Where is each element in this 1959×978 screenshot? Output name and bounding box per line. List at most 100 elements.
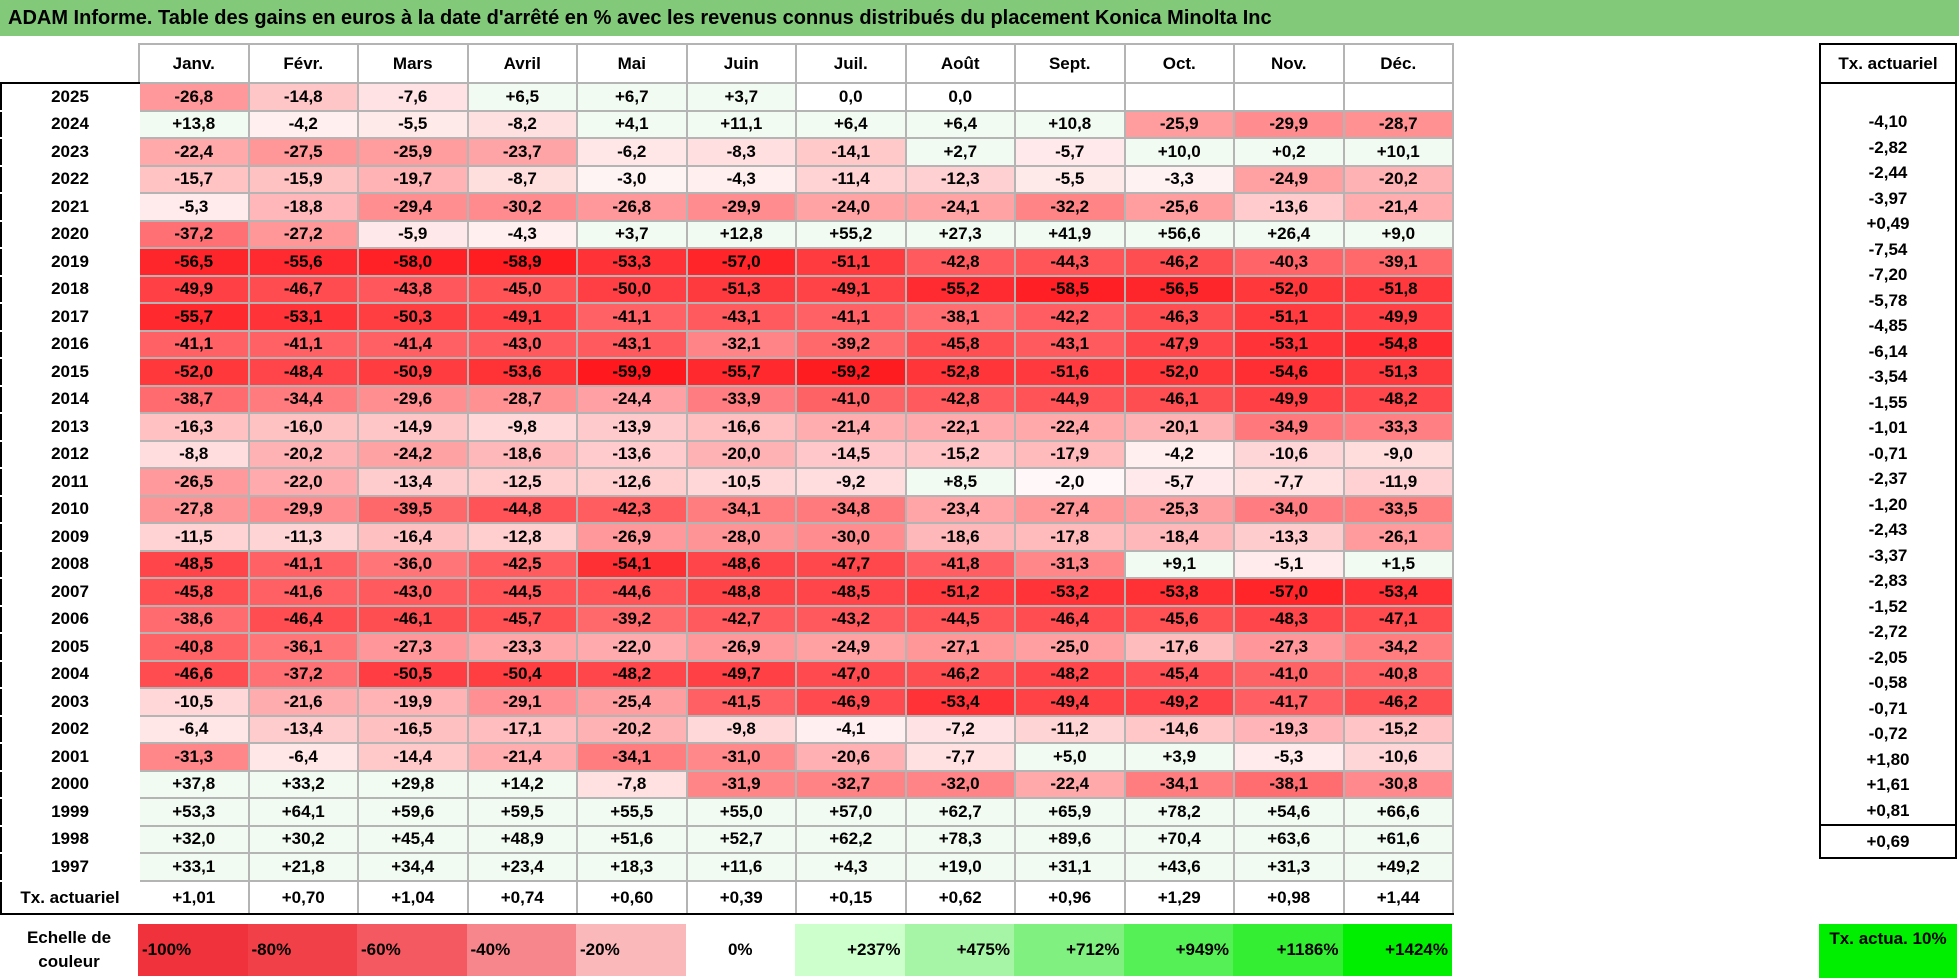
value-cell: +49,2 <box>1342 852 1454 882</box>
value-cell: -21,4 <box>1342 192 1454 222</box>
value-cell: -49,9 <box>1233 384 1345 414</box>
value-cell: -27,3 <box>357 632 469 662</box>
value-cell: -44,9 <box>1014 384 1126 414</box>
value-cell: -16,3 <box>138 412 250 442</box>
month-header: Nov. <box>1233 43 1345 84</box>
value-cell: -57,0 <box>1233 577 1345 607</box>
value-cell: -53,1 <box>247 302 359 332</box>
value-cell: -49,9 <box>138 274 250 304</box>
value-cell: -33,5 <box>1342 494 1454 524</box>
value-cell: -46,6 <box>138 659 250 689</box>
value-cell: -46,9 <box>795 687 907 717</box>
header-corner <box>1 44 139 84</box>
value-cell: -24,9 <box>1233 164 1345 194</box>
value-cell: -8,7 <box>466 164 578 194</box>
value-cell: -8,8 <box>138 439 250 469</box>
value-cell: -4,2 <box>247 109 359 139</box>
year-row: 2000 +37,8 +33,2 +29,8 +14,2 -7,8 -31,9 -32,7 -3… <box>0 769 1454 799</box>
value-cell: -46,2 <box>904 659 1016 689</box>
value-cell: -43,0 <box>357 577 469 607</box>
year-label: 2025 <box>0 82 140 112</box>
value-cell: -30,2 <box>466 192 578 222</box>
year-label: 1999 <box>0 797 140 827</box>
value-cell: +64,1 <box>247 797 359 827</box>
month-header: Août <box>904 43 1016 84</box>
value-cell: -44,5 <box>904 604 1016 634</box>
value-cell: +55,0 <box>685 797 797 827</box>
value-cell: -44,3 <box>1014 247 1126 277</box>
value-cell: -56,5 <box>138 247 250 277</box>
value-cell: -37,2 <box>247 659 359 689</box>
value-cell: -56,5 <box>1123 274 1235 304</box>
value-cell: -38,1 <box>1233 769 1345 799</box>
value-cell: -54,1 <box>576 549 688 579</box>
year-row: 2006 -38,6 -46,4 -46,1 -45,7 -39,2 -42,7 -43,2-… <box>0 604 1454 634</box>
value-cell: 0,0 <box>795 82 907 112</box>
value-cell: -29,1 <box>466 687 578 717</box>
value-cell: -25,9 <box>357 137 469 167</box>
value-cell: +26,4 <box>1233 219 1345 249</box>
tx-value-cell: +1,80 <box>1819 747 1957 773</box>
value-cell: +51,6 <box>576 824 688 854</box>
value-cell: -53,4 <box>904 687 1016 717</box>
value-cell: -25,4 <box>576 687 688 717</box>
tx-value-cell: -5,78 <box>1819 288 1957 314</box>
value-cell: +52,7 <box>685 824 797 854</box>
value-cell: -2,0 <box>1014 467 1126 497</box>
tx-header: Tx. actuariel <box>1819 43 1957 84</box>
value-cell: -40,8 <box>138 632 250 662</box>
value-cell: +31,1 <box>1014 852 1126 882</box>
value-cell: +18,3 <box>576 852 688 882</box>
value-cell: -42,8 <box>904 384 1016 414</box>
value-cell: -25,9 <box>1123 109 1235 139</box>
month-header: Févr. <box>247 43 359 84</box>
legend-swatch: -60% <box>357 924 467 976</box>
value-cell: -36,1 <box>247 632 359 662</box>
value-cell: -39,1 <box>1342 247 1454 277</box>
value-cell: -29,9 <box>247 494 359 524</box>
tx-value-cell <box>1819 83 1957 110</box>
value-cell: -39,5 <box>357 494 469 524</box>
value-cell: -24,2 <box>357 439 469 469</box>
year-row: 2024 +13,8 -4,2 -5,5 -8,2 +4,1 +11,1 +6,4 +6,4 +1… <box>0 109 1454 139</box>
value-cell: +6,7 <box>576 82 688 112</box>
year-label: 2022 <box>0 164 140 194</box>
value-cell: -14,8 <box>247 82 359 112</box>
value-cell: -48,2 <box>576 659 688 689</box>
value-cell: -22,0 <box>247 467 359 497</box>
value-cell: -16,0 <box>247 412 359 442</box>
value-cell: +6,5 <box>466 82 578 112</box>
value-cell: +0,2 <box>1233 137 1345 167</box>
value-cell: -32,2 <box>1014 192 1126 222</box>
value-cell: -22,0 <box>576 632 688 662</box>
value-cell: -38,7 <box>138 384 250 414</box>
year-label: 2019 <box>0 247 140 277</box>
value-cell: +9,1 <box>1123 549 1235 579</box>
value-cell: +34,4 <box>357 852 469 882</box>
year-label: 2017 <box>0 302 140 332</box>
value-cell: -54,6 <box>1233 357 1345 387</box>
month-header: Mars <box>357 43 469 84</box>
value-cell: -53,1 <box>1233 329 1345 359</box>
value-cell: -43,0 <box>466 329 578 359</box>
value-cell: -49,7 <box>685 659 797 689</box>
value-cell: -59,2 <box>795 357 907 387</box>
legend-swatch: -40% <box>466 924 576 976</box>
value-cell: +63,6 <box>1233 824 1345 854</box>
value-cell: -25,6 <box>1123 192 1235 222</box>
value-cell: -45,0 <box>466 274 578 304</box>
tx-actuariel-column: Tx. actuariel -4,10 -2,82 -2,44 -3,97 +0,49-… <box>1819 43 1957 859</box>
value-cell: -18,8 <box>247 192 359 222</box>
value-cell: -25,3 <box>1123 494 1235 524</box>
value-cell: -5,3 <box>138 192 250 222</box>
value-cell: -29,6 <box>357 384 469 414</box>
value-cell: -13,4 <box>357 467 469 497</box>
value-cell: -27,8 <box>138 494 250 524</box>
value-cell: -26,5 <box>138 467 250 497</box>
value-cell: +1,5 <box>1342 549 1454 579</box>
tx-value-cell: -4,10 <box>1819 109 1957 135</box>
value-cell: -21,4 <box>795 412 907 442</box>
value-cell: +6,4 <box>904 109 1016 139</box>
legend-swatch: +949% <box>1123 924 1233 976</box>
value-cell: -26,9 <box>685 632 797 662</box>
